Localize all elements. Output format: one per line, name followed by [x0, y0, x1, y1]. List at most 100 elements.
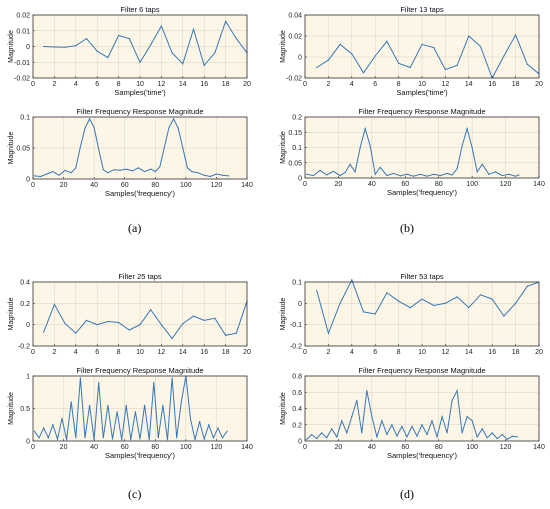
y-axis-label: Magnitude	[8, 298, 15, 331]
data-point	[96, 324, 98, 326]
data-point	[306, 438, 308, 440]
y-axis-label: Magnitude	[8, 30, 15, 63]
data-point	[421, 298, 423, 300]
x-tick-label: 20	[535, 349, 543, 356]
x-tick-label: 10	[136, 81, 144, 88]
x-axis-label: Samples('time')	[396, 88, 448, 97]
series-line	[43, 20, 248, 67]
y-tick-label: -0.02	[14, 76, 30, 83]
x-tick-label: 4	[350, 81, 354, 88]
data-point	[326, 174, 328, 176]
data-point	[413, 175, 415, 177]
data-point	[125, 404, 127, 406]
data-point	[319, 169, 321, 171]
data-point	[419, 173, 421, 175]
x-tick-label: 8	[117, 81, 121, 88]
y-tick-label: 0	[26, 322, 30, 329]
x-tick-label: 20	[335, 181, 343, 188]
x-tick-label: 100	[466, 181, 478, 188]
data-point	[468, 307, 470, 309]
x-tick-label: 4	[74, 81, 78, 88]
series-line	[316, 33, 540, 80]
data-point	[431, 420, 433, 422]
chart-8: 0 20 40 60 80 100 120 140 0 0.2 0.4 0.6 0.8 Filter Fr…	[280, 366, 545, 460]
chart-title: Filter Frequency Response Magnitude	[358, 366, 485, 375]
x-tick-label: 0	[303, 444, 307, 451]
x-tick-label: 140	[241, 182, 253, 189]
data-point	[456, 64, 458, 66]
data-point	[75, 45, 77, 47]
y-axis-label: Magnitude	[280, 30, 287, 63]
data-point	[153, 381, 155, 384]
data-point	[225, 20, 227, 22]
data-point	[134, 411, 137, 413]
data-point	[107, 56, 109, 59]
data-point	[316, 437, 318, 440]
data-point	[362, 311, 365, 313]
data-point	[191, 170, 193, 173]
data-point	[471, 146, 473, 149]
data-point	[212, 437, 214, 439]
data-point	[111, 438, 114, 440]
data-point	[61, 417, 63, 419]
data-point	[444, 302, 446, 304]
data-point	[107, 320, 109, 323]
data-point	[107, 404, 109, 406]
data-point	[235, 332, 237, 334]
panel-label-c: (c)	[128, 487, 142, 501]
data-point	[351, 416, 353, 418]
data-point	[189, 417, 192, 419]
chart-2: 0 20 40 60 80 100 120 140 0 0.05 0.1 Filter Frequen…	[8, 107, 253, 198]
data-point	[88, 404, 91, 406]
data-point	[516, 436, 518, 438]
x-axis-label: Samples('frequency')	[387, 451, 457, 460]
data-point	[160, 25, 162, 27]
data-point	[203, 174, 205, 176]
data-point	[515, 34, 517, 36]
data-point	[501, 433, 503, 436]
chart-title: Filter Frequency Response Magnitude	[76, 107, 203, 116]
y-axis-label: Magnitude	[280, 298, 287, 331]
data-point	[515, 175, 517, 177]
data-point	[399, 175, 401, 177]
y-tick-label: 0.2	[292, 422, 302, 429]
data-point	[401, 425, 403, 427]
data-point	[157, 437, 159, 439]
data-point	[332, 170, 335, 172]
y-tick-label: 0	[298, 176, 302, 183]
data-point	[47, 437, 49, 439]
data-point	[182, 147, 184, 149]
series-line	[316, 278, 540, 335]
data-point	[506, 438, 508, 440]
data-point	[451, 174, 453, 176]
x-tick-label: 14	[179, 349, 187, 356]
data-point	[163, 146, 166, 148]
data-point	[379, 166, 381, 168]
x-tick-label: 18	[222, 349, 230, 356]
x-tick-label: 20	[535, 81, 543, 88]
data-point	[33, 175, 36, 177]
data-point	[197, 172, 199, 174]
x-tick-label: 140	[533, 444, 545, 451]
x-tick-label: 12	[158, 349, 166, 356]
data-point	[75, 437, 77, 439]
x-axis-label: Samples('frequency')	[387, 188, 457, 197]
data-point	[456, 168, 458, 170]
data-point	[150, 44, 152, 46]
data-point	[226, 430, 228, 432]
data-point	[225, 334, 227, 336]
x-tick-label: 20	[60, 182, 68, 189]
data-point	[398, 300, 400, 302]
data-point	[217, 427, 219, 429]
data-point	[376, 436, 378, 438]
data-point	[128, 38, 130, 40]
x-tick-label: 0	[303, 81, 307, 88]
data-point	[235, 38, 237, 40]
data-point	[339, 174, 341, 177]
data-point	[199, 420, 201, 423]
data-point	[411, 425, 413, 427]
data-point	[409, 307, 411, 309]
data-point	[306, 173, 308, 175]
